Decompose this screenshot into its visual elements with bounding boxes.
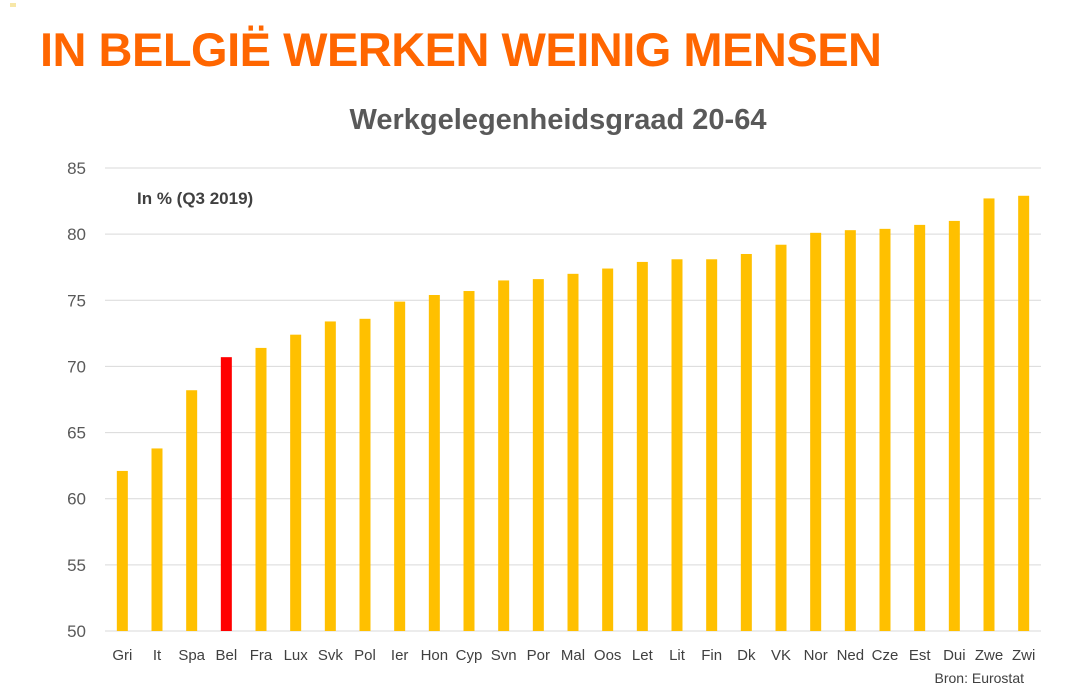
bar-ned bbox=[844, 230, 856, 631]
x-tick-label: Svn bbox=[491, 647, 517, 664]
bar-fin bbox=[706, 259, 718, 631]
x-tick-label: Pol bbox=[354, 647, 376, 664]
bar-fra bbox=[255, 347, 267, 631]
bar-gri bbox=[116, 470, 128, 631]
y-tick-label: 70 bbox=[67, 357, 86, 376]
x-axis-labels: Gri It Spa Bel Fra Lux Svk Pol Ier Hon Cyp Svn Por Ma… bbox=[112, 647, 1035, 664]
y-tick-label: 80 bbox=[67, 225, 86, 244]
corner-marker bbox=[10, 3, 16, 7]
x-tick-label: Dk bbox=[737, 647, 756, 664]
chart-title: Werkgelegenheidsgraad 20-64 bbox=[349, 104, 767, 136]
bar-zwe bbox=[983, 198, 995, 631]
bar-svk bbox=[324, 321, 336, 631]
bar-it bbox=[151, 448, 163, 631]
x-tick-label: Bel bbox=[215, 647, 237, 664]
bar-svn bbox=[498, 280, 510, 631]
bar-zwi bbox=[1018, 195, 1030, 631]
x-tick-label: Fra bbox=[250, 647, 273, 664]
bar-lit bbox=[671, 259, 683, 631]
x-tick-label: Let bbox=[632, 647, 654, 664]
x-tick-label: Ned bbox=[837, 647, 865, 664]
bar-por bbox=[532, 279, 544, 631]
bar-oos bbox=[602, 268, 614, 631]
bar-dk bbox=[740, 253, 752, 631]
bar-est bbox=[914, 224, 926, 631]
x-tick-label: Oos bbox=[594, 647, 622, 664]
x-tick-label: Nor bbox=[804, 647, 828, 664]
page-headline: IN BELGIË WERKEN WEINIG MENSEN bbox=[40, 23, 882, 76]
bar-bel bbox=[220, 357, 232, 631]
x-tick-label: Gri bbox=[112, 647, 132, 664]
chart-bars bbox=[116, 195, 1030, 631]
bar-cyp bbox=[463, 291, 475, 631]
bar-hon bbox=[428, 294, 440, 631]
bar-vk bbox=[775, 244, 787, 631]
y-tick-label: 55 bbox=[67, 556, 86, 575]
x-tick-label: Hon bbox=[421, 647, 449, 664]
bar-cze bbox=[879, 228, 891, 631]
x-tick-label: Svk bbox=[318, 647, 344, 664]
chart-unit-annotation: In % (Q3 2019) bbox=[137, 189, 254, 208]
x-tick-label: Mal bbox=[561, 647, 585, 664]
x-tick-label: Lit bbox=[669, 647, 686, 664]
bar-pol bbox=[359, 318, 371, 631]
bar-spa bbox=[186, 390, 198, 631]
x-tick-label: Zwi bbox=[1012, 647, 1035, 664]
y-tick-label: 85 bbox=[67, 159, 86, 178]
x-tick-label: Ier bbox=[391, 647, 409, 664]
x-tick-label: Cyp bbox=[456, 647, 483, 664]
x-tick-label: Lux bbox=[284, 647, 309, 664]
y-tick-label: 60 bbox=[67, 490, 86, 509]
bar-lux bbox=[290, 334, 302, 631]
source-note: Bron: Eurostat bbox=[934, 670, 1025, 686]
x-tick-label: It bbox=[153, 647, 162, 664]
bar-let bbox=[636, 261, 648, 631]
x-tick-label: Por bbox=[527, 647, 550, 664]
x-tick-label: Cze bbox=[872, 647, 899, 664]
bar-mal bbox=[567, 273, 579, 631]
x-tick-label: Est bbox=[909, 647, 932, 664]
bar-nor bbox=[810, 232, 822, 631]
x-tick-label: Spa bbox=[178, 647, 205, 664]
x-tick-label: Fin bbox=[701, 647, 722, 664]
y-tick-label: 65 bbox=[67, 424, 86, 443]
y-tick-label: 50 bbox=[67, 622, 86, 641]
bar-dui bbox=[948, 220, 960, 631]
y-axis-ticks: 50 55 60 65 70 75 80 85 bbox=[67, 159, 86, 641]
x-tick-label: VK bbox=[771, 647, 791, 664]
bar-ier bbox=[394, 301, 406, 631]
x-tick-label: Zwe bbox=[975, 647, 1003, 664]
x-tick-label: Dui bbox=[943, 647, 966, 664]
y-tick-label: 75 bbox=[67, 291, 86, 310]
